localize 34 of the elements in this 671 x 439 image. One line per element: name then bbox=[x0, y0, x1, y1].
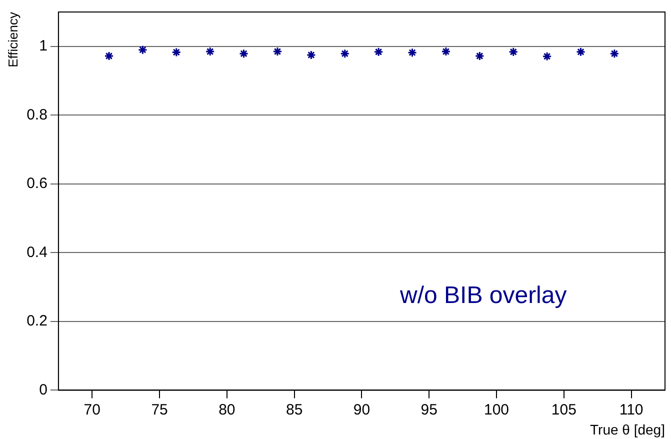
point bbox=[441, 46, 451, 56]
point bbox=[474, 51, 484, 61]
x-tick-label: 105 bbox=[551, 401, 576, 418]
x-tick-label: 75 bbox=[151, 401, 168, 418]
y-tick-label: 0.2 bbox=[26, 312, 48, 330]
y-tick-label: 1 bbox=[39, 38, 48, 55]
point bbox=[239, 48, 249, 58]
x-tick-label: 90 bbox=[353, 401, 370, 418]
point bbox=[172, 47, 182, 57]
point bbox=[374, 47, 384, 57]
x-tick-label: 85 bbox=[286, 401, 303, 418]
x-tick-label: 95 bbox=[420, 401, 438, 418]
point bbox=[104, 51, 114, 61]
y-axis-title: Efficiency bbox=[5, 12, 20, 68]
point bbox=[306, 50, 316, 60]
x-tick-label: 70 bbox=[84, 401, 100, 418]
y-tick-label: 0.8 bbox=[26, 106, 48, 124]
y-tick-label: 0.4 bbox=[26, 244, 48, 261]
point bbox=[508, 47, 518, 57]
point bbox=[272, 46, 282, 56]
x-tick-label: 110 bbox=[619, 401, 644, 418]
point bbox=[138, 45, 148, 55]
x-tick-label: 100 bbox=[484, 401, 510, 418]
point bbox=[408, 48, 418, 58]
point bbox=[576, 47, 586, 57]
y-tick-label: 0 bbox=[39, 381, 48, 398]
point bbox=[340, 48, 350, 58]
point bbox=[205, 46, 215, 56]
x-axis-title: True θ [deg] bbox=[590, 421, 665, 438]
point bbox=[542, 52, 552, 62]
point bbox=[610, 48, 620, 58]
y-tick-label: 0.6 bbox=[26, 175, 48, 192]
annotation: w/o BIB overlay bbox=[400, 282, 567, 310]
x-tick-label: 80 bbox=[218, 401, 236, 418]
